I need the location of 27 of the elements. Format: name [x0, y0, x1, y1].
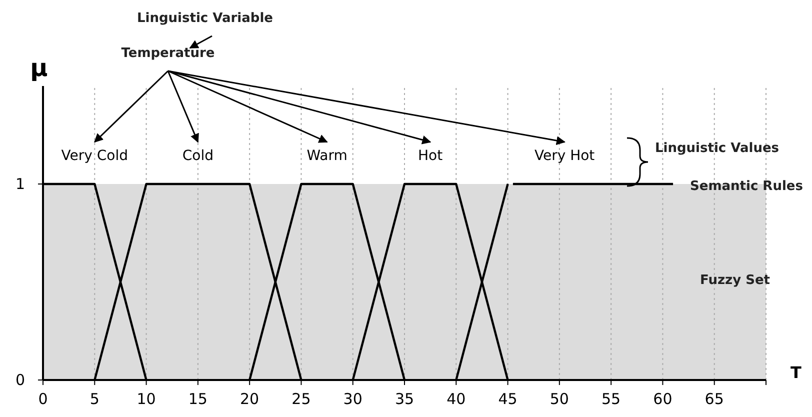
x-tick-label: 50 [550, 390, 569, 408]
x-axis-title: T [790, 363, 802, 382]
x-tick-label: 40 [446, 390, 466, 408]
x-tick-label: 25 [292, 390, 311, 408]
series-label: Cold [182, 148, 214, 164]
x-tick-label: 30 [343, 390, 362, 408]
annotation: Linguistic Values [655, 141, 780, 156]
annotation: Semantic Rules [690, 179, 804, 194]
x-tick-label: 35 [394, 390, 414, 408]
x-tick-label: 60 [653, 390, 672, 408]
series-label: Warm [306, 148, 348, 164]
series-label: Hot [418, 148, 444, 164]
series-label: Very Cold [61, 148, 128, 164]
x-tick-label: 20 [240, 390, 260, 408]
text: Linguistic Variable [137, 11, 274, 26]
annotation: Fuzzy Set [700, 273, 770, 288]
x-tick-label: 10 [136, 390, 156, 408]
x-tick-label: 15 [188, 390, 208, 408]
x-tick-label: 65 [704, 390, 724, 408]
x-tick-label: 45 [498, 390, 518, 408]
y-tick-label: 1 [15, 175, 25, 193]
x-tick-label: 55 [602, 390, 621, 408]
y-axis-title: μ [30, 54, 48, 82]
series-label: Very Hot [534, 148, 596, 164]
x-tick-label: 5 [90, 390, 100, 408]
text: Temperature [121, 46, 215, 61]
x-tick-label: 0 [38, 390, 48, 408]
